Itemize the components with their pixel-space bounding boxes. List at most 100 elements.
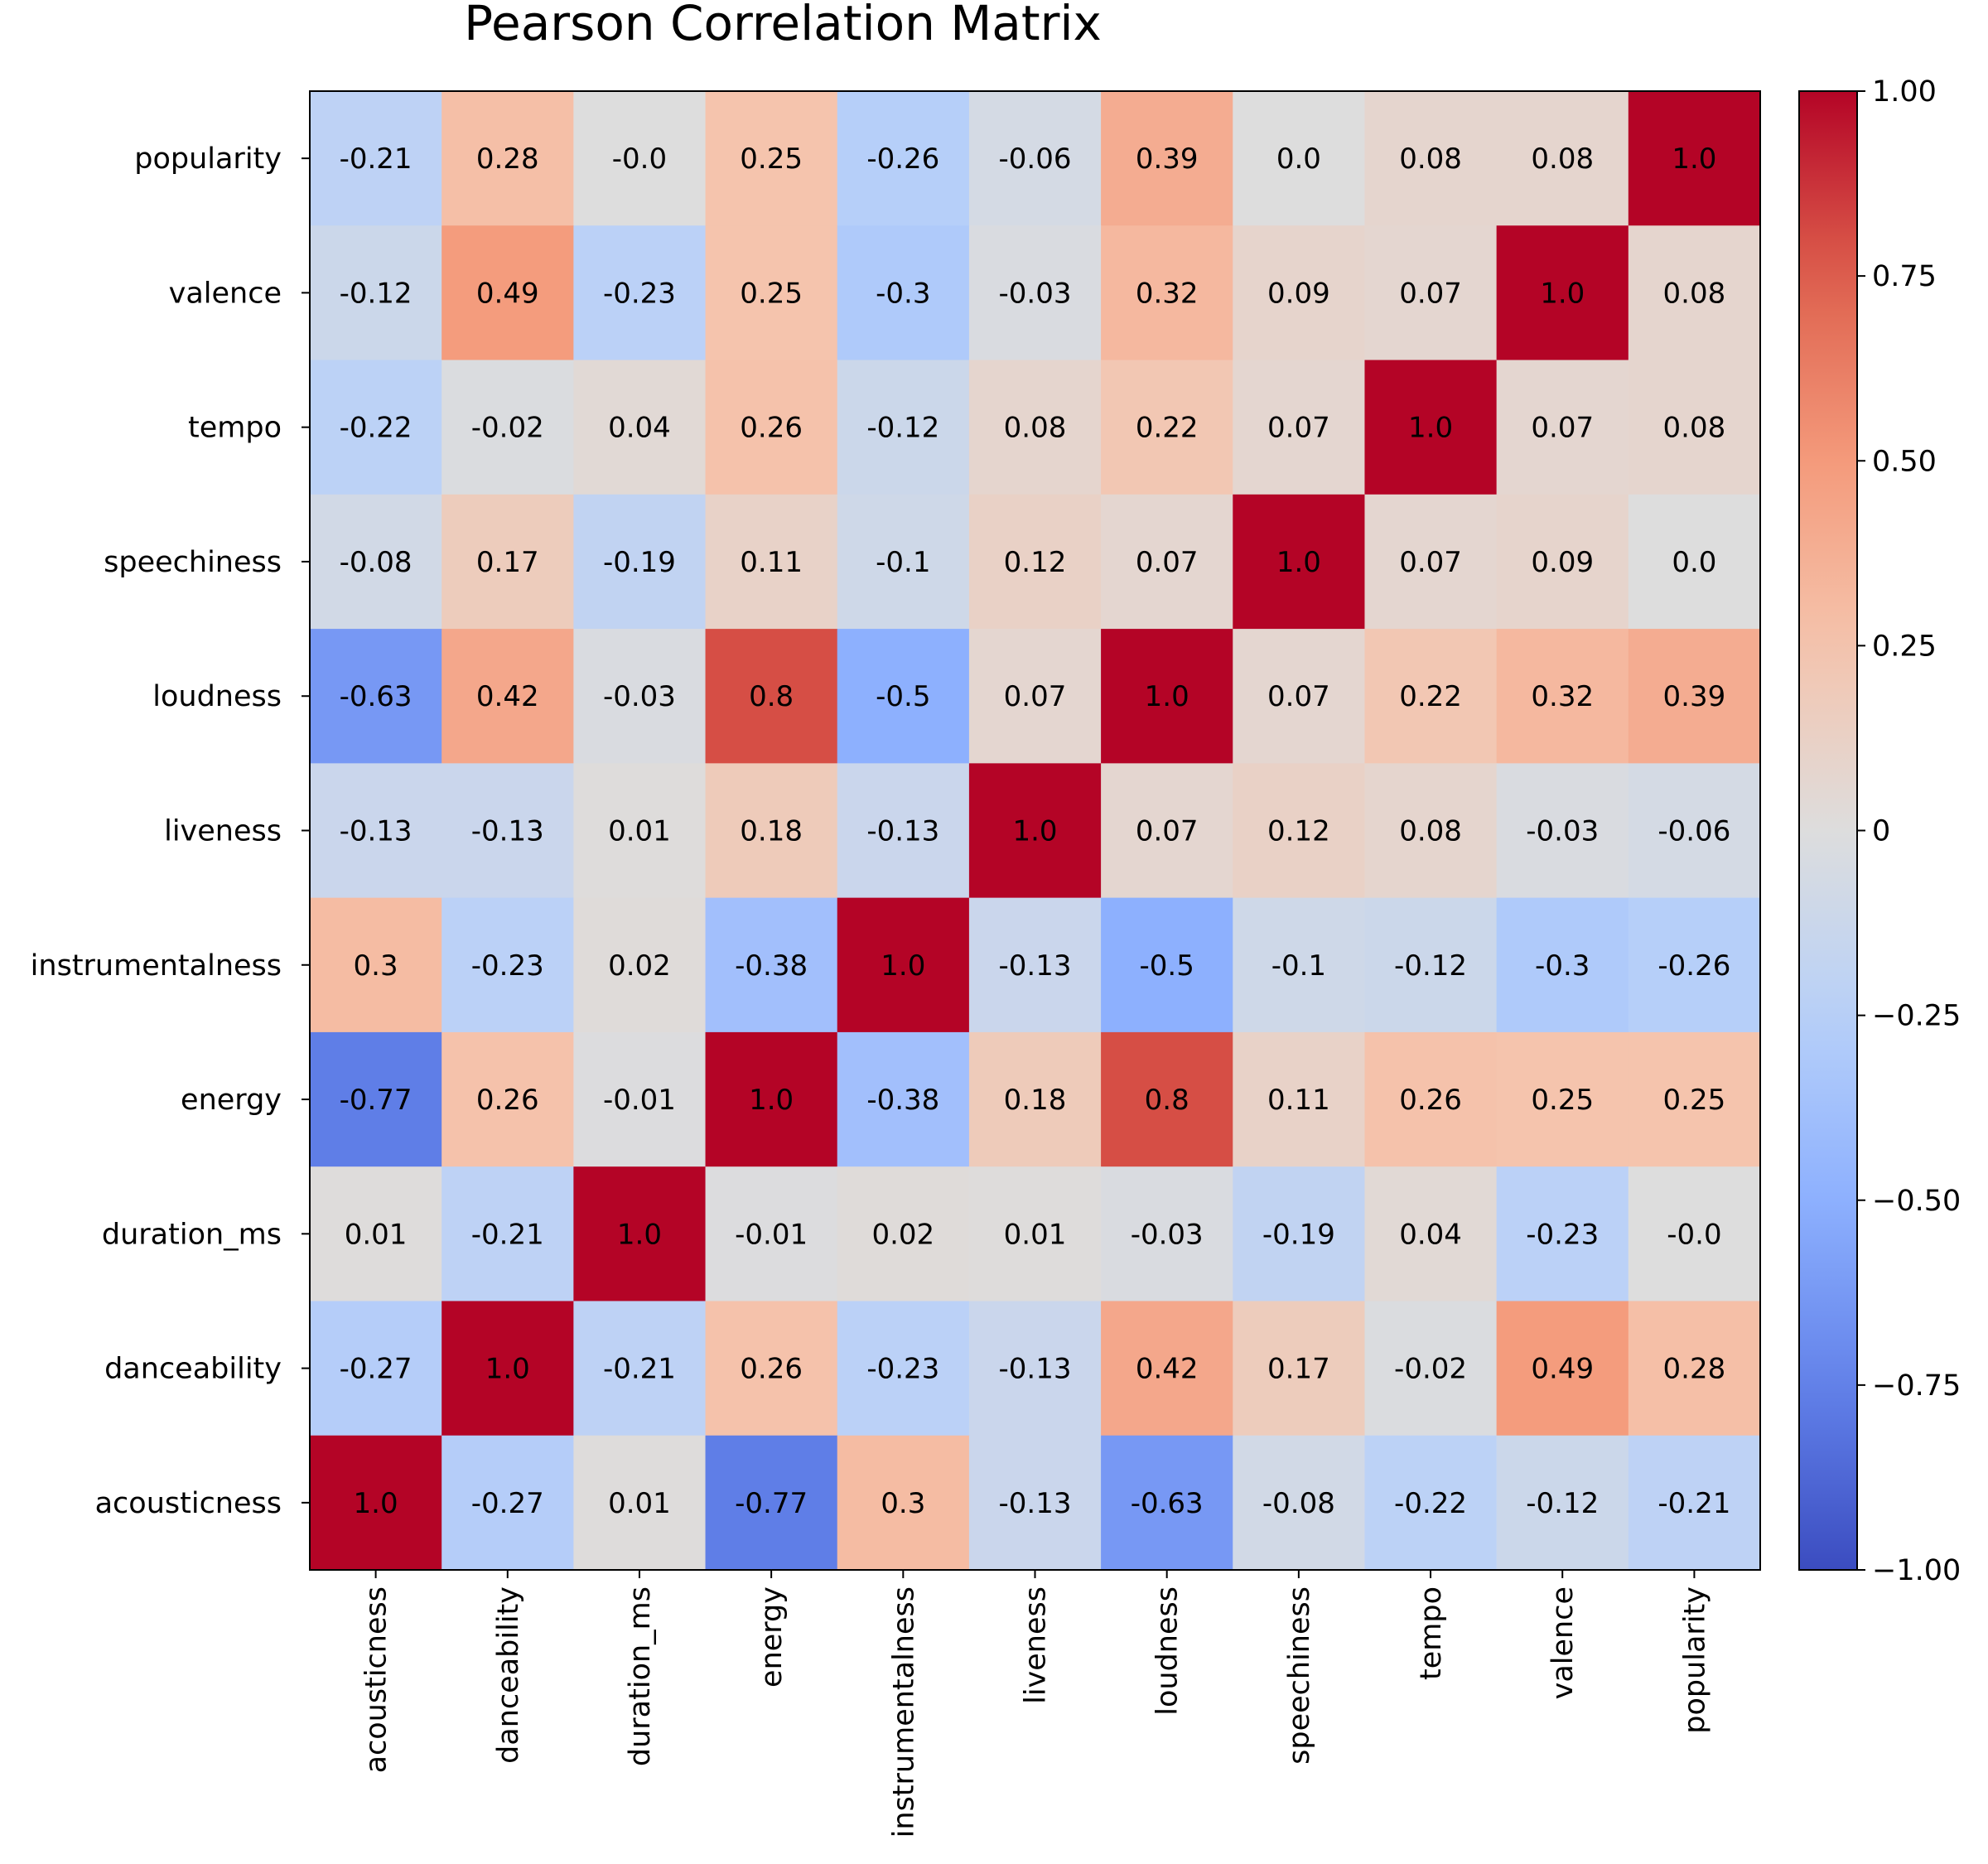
- cell-value-label: -0.02: [1394, 1353, 1467, 1386]
- colorbar-tick-label: −1.00: [1872, 1554, 1961, 1587]
- cell-value-label: 0.08: [1663, 277, 1726, 310]
- cell-value-label: -0.08: [1262, 1487, 1335, 1520]
- heatmap-cell: [1496, 1301, 1629, 1437]
- heatmap-cell: [705, 1301, 838, 1437]
- cell-value-label: 0.08: [1663, 412, 1726, 445]
- cell-value-label: -0.3: [876, 277, 930, 310]
- cell-value-label: 0.25: [740, 142, 803, 176]
- heatmap-cell: [968, 763, 1102, 899]
- heatmap-cell: [442, 1031, 574, 1167]
- heatmap-cell: [1233, 763, 1366, 899]
- heatmap-cell: [705, 763, 838, 899]
- cell-value-label: -0.77: [340, 1084, 413, 1117]
- heatmap-cell: [442, 91, 574, 226]
- cell-value-label: 0.08: [1004, 412, 1067, 445]
- y-tick-label: danceability: [104, 1353, 282, 1386]
- heatmap-cell: [1364, 91, 1498, 226]
- heatmap-cell: [1628, 897, 1761, 1033]
- heatmap-cell: [837, 897, 970, 1033]
- heatmap-cell: [1364, 360, 1498, 495]
- cell-value-label: 1.0: [881, 949, 925, 983]
- y-tick-label: instrumentalness: [31, 949, 282, 983]
- cell-value-label: 1.0: [617, 1218, 662, 1251]
- heatmap-cell: [968, 360, 1102, 495]
- heatmap-cell: [1233, 494, 1366, 630]
- cell-value-label: 1.0: [1540, 277, 1585, 310]
- heatmap-cell: [310, 494, 442, 630]
- heatmap-cell: [968, 1435, 1102, 1571]
- heatmap-cell: [1101, 1301, 1233, 1437]
- heatmap-cell: [573, 763, 707, 899]
- cell-value-label: -0.5: [1140, 949, 1194, 983]
- cell-value-label: -0.01: [603, 1084, 676, 1117]
- cell-value-label: -0.12: [866, 412, 939, 445]
- heatmap-cell: [573, 897, 707, 1033]
- cell-value-label: 0.07: [1267, 412, 1330, 445]
- colorbar-tick-label: −0.25: [1872, 1000, 1961, 1033]
- heatmap-cell: [1628, 1301, 1761, 1437]
- cell-value-label: -0.21: [340, 142, 413, 176]
- x-tick-label: duration_ms: [624, 1586, 657, 1766]
- cell-value-label: 0.08: [1531, 142, 1594, 176]
- cell-value-label: -0.38: [735, 949, 808, 983]
- cell-value-label: -0.06: [1657, 815, 1730, 848]
- x-tick-label: liveness: [1020, 1586, 1053, 1704]
- heatmap-cell: [837, 1166, 970, 1302]
- heatmap-cell: [310, 1435, 442, 1571]
- heatmap-cell: [310, 763, 442, 899]
- cell-value-label: 0.12: [1267, 815, 1330, 848]
- y-tick-label: duration_ms: [102, 1218, 282, 1251]
- heatmap-cell: [1496, 1031, 1629, 1167]
- heatmap-cell: [1496, 494, 1629, 630]
- x-tick-label: popularity: [1678, 1586, 1711, 1734]
- heatmap-cell: [1628, 1435, 1761, 1571]
- heatmap-cell: [705, 360, 838, 495]
- cell-value-label: -0.63: [1131, 1487, 1204, 1520]
- cell-value-label: 0.11: [740, 546, 803, 579]
- heatmap-cell: [1496, 763, 1629, 899]
- heatmap-cell: [1101, 897, 1233, 1033]
- heatmap-cell: [442, 225, 574, 361]
- cell-value-label: 1.0: [1408, 412, 1453, 445]
- cell-value-label: -0.27: [471, 1487, 544, 1520]
- heatmap-cell: [1364, 763, 1498, 899]
- heatmap-cell: [1233, 225, 1366, 361]
- cell-value-label: 0.08: [1399, 142, 1462, 176]
- heatmap-cell: [1364, 225, 1498, 361]
- cell-value-label: 0.07: [1267, 680, 1330, 713]
- cell-value-label: 0.09: [1267, 277, 1330, 310]
- cell-value-label: -0.22: [340, 412, 413, 445]
- heatmap-cell: [705, 1166, 838, 1302]
- heatmap-cell: [837, 225, 970, 361]
- heatmap-cell: [837, 1031, 970, 1167]
- y-tick-label: energy: [181, 1084, 282, 1117]
- x-axis-labels: acousticness danceability duration_ms energ…: [360, 1570, 1711, 1837]
- cell-value-label: -0.0: [612, 142, 667, 176]
- x-tick-label: speechiness: [1283, 1586, 1316, 1765]
- cell-value-label: 0.17: [1267, 1353, 1330, 1386]
- cell-value-label: -0.0: [1667, 1218, 1721, 1251]
- heatmap-cell: [968, 1031, 1102, 1167]
- heatmap-cell: [1628, 91, 1761, 226]
- cell-value-label: 0.01: [608, 815, 671, 848]
- cell-value-label: -0.77: [735, 1487, 808, 1520]
- cell-value-label: 1.0: [749, 1084, 794, 1117]
- heatmap-cell: [705, 1435, 838, 1571]
- heatmap-cell: [310, 1301, 442, 1437]
- cell-value-label: -0.13: [866, 815, 939, 848]
- heatmap-cell: [310, 91, 442, 226]
- cell-value-label: 0.22: [1136, 412, 1199, 445]
- heatmap-cell: [310, 1031, 442, 1167]
- heatmap-cell: [968, 494, 1102, 630]
- cell-value-label: 0.32: [1136, 277, 1199, 310]
- cell-value-label: 0.09: [1531, 546, 1594, 579]
- heatmap-cell: [837, 763, 970, 899]
- cell-value-label: 0.01: [608, 1487, 671, 1520]
- cell-value-label: -0.3: [1535, 949, 1590, 983]
- x-tick-label: energy: [755, 1586, 789, 1688]
- cell-value-label: -0.19: [1262, 1218, 1335, 1251]
- heatmap-cell: [1233, 629, 1366, 764]
- cell-value-label: 1.0: [1276, 546, 1321, 579]
- colorbar-tick-label: 0.75: [1872, 260, 1937, 293]
- cell-value-label: -0.03: [1131, 1218, 1204, 1251]
